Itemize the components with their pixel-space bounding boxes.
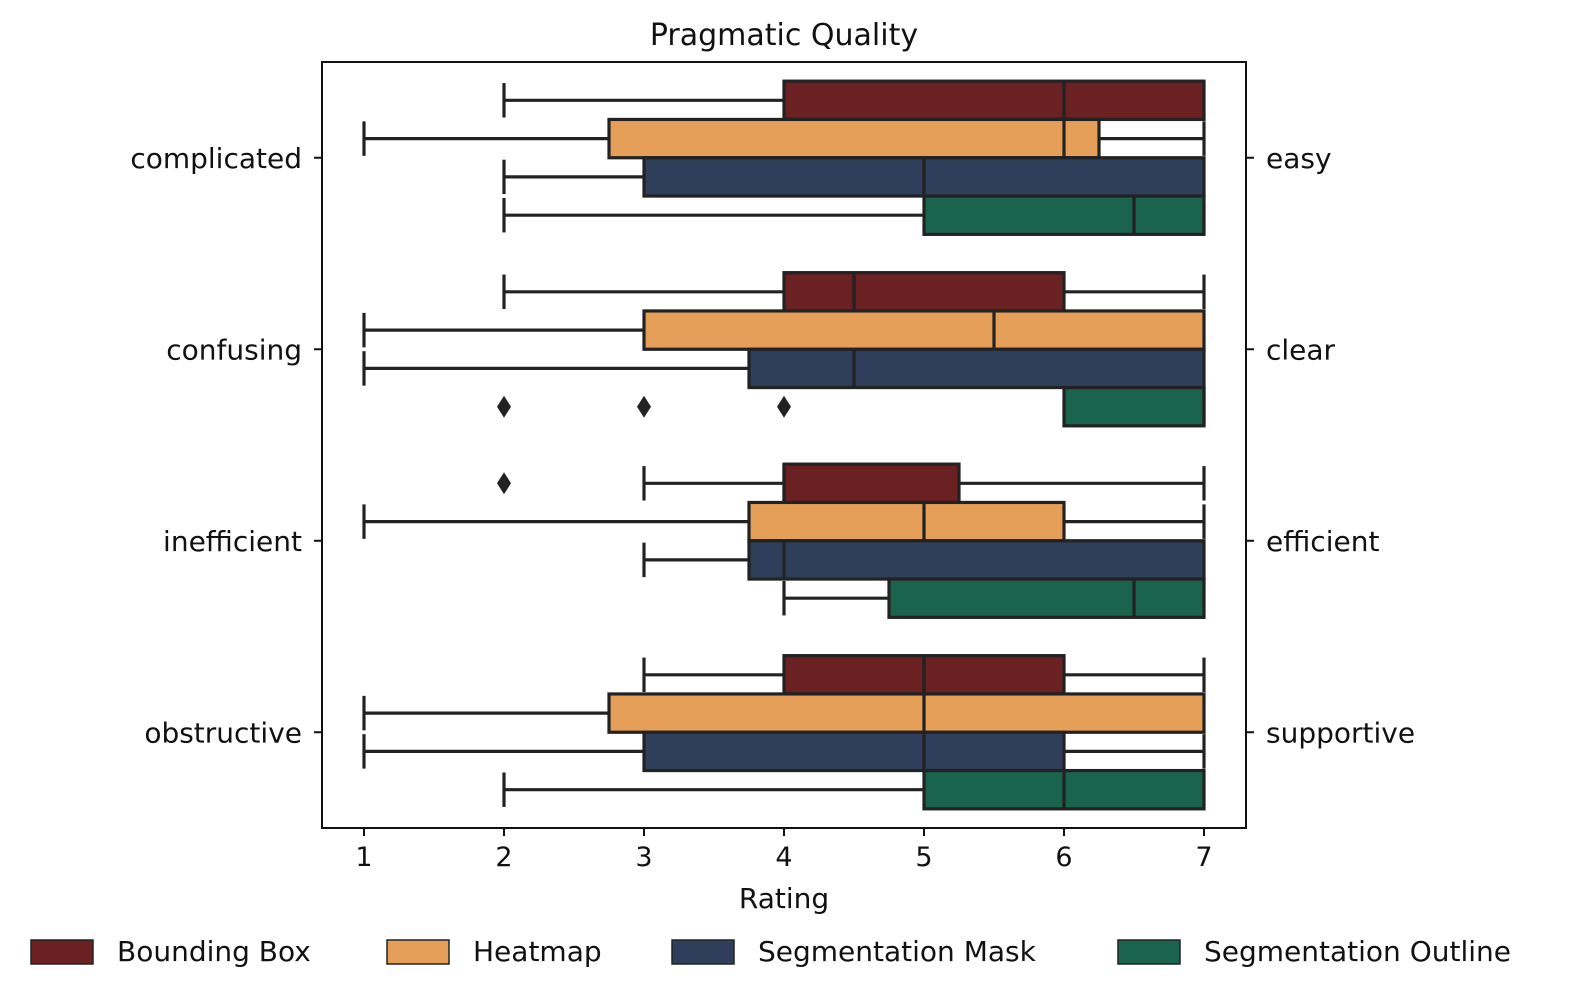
chart-title: Pragmatic Quality [650,18,918,53]
x-tick-label: 7 [1195,842,1212,873]
legend-entry-0: Bounding Box [30,935,311,968]
box-iqr [642,730,1066,773]
y-tick-label-right: clear [1266,333,1336,366]
legend-label: Bounding Box [117,935,311,968]
box-iqr [1062,385,1206,428]
legend-label: Segmentation Outline [1204,935,1511,968]
box-iqr [782,79,1206,122]
legend: Bounding Box Heatmap Segmentation Mask Segm… [30,935,1511,968]
x-tick-label: 1 [355,842,372,873]
box-1-1 [362,309,1206,351]
box-0-0 [502,79,1206,122]
outlier-point [497,472,511,495]
y-tick-label-left: obstructive [144,716,302,749]
box-iqr [922,194,1206,236]
box-1-3 [362,692,1206,734]
legend-entry-2: Segmentation Mask [671,935,1037,968]
box-1-0 [362,117,1206,160]
box-2-3 [362,730,1206,773]
box-iqr [642,309,1206,351]
x-tick-label: 3 [635,842,652,873]
box-iqr [782,271,1066,313]
x-tick-label: 4 [775,842,792,873]
legend-label: Segmentation Mask [758,935,1037,968]
x-tick-label: 6 [1055,842,1072,873]
box-iqr [747,347,1206,390]
y-tick-label-left: complicated [130,142,302,175]
legend-label: Heatmap [473,935,602,968]
box-iqr [607,117,1101,160]
x-tick-label: 2 [495,842,512,873]
outlier-point [777,395,791,418]
box-3-1 [497,385,1206,428]
legend-swatch [671,939,735,965]
y-tick-label-right: easy [1266,142,1332,175]
y-tick-label-right: supportive [1266,716,1415,749]
y-tick-label-right: efficient [1266,525,1379,558]
box-iqr [782,462,961,505]
box-3-2 [782,577,1206,619]
legend-swatch [386,939,450,965]
box-0-1 [502,271,1206,313]
legend-swatch [30,939,94,965]
box-3-0 [502,194,1206,236]
box-iqr [607,692,1206,734]
box-iqr [747,539,1206,581]
box-3-3 [502,768,1206,811]
legend-swatch [1117,939,1181,965]
box-iqr [747,500,1066,543]
box-iqr [887,577,1206,619]
legend-entry-3: Segmentation Outline [1117,935,1511,968]
x-axis-label: Rating [739,882,829,915]
box-2-0 [502,156,1206,198]
y-tick-label-left: inefficient [163,525,302,558]
axes: 1 2 3 4 5 6 7 complicated confusing inefficient ob… [130,142,1415,873]
box-0-3 [642,654,1206,696]
plot-area [362,79,1206,811]
outlier-point [497,395,511,418]
box-1-2 [362,500,1206,543]
legend-entry-1: Heatmap [386,935,602,968]
y-tick-label-left: confusing [166,333,302,366]
box-2-1 [362,347,1206,390]
x-tick-label: 5 [915,842,932,873]
box-2-2 [642,539,1206,581]
box-0-2 [497,462,1206,505]
outlier-point [637,395,651,418]
